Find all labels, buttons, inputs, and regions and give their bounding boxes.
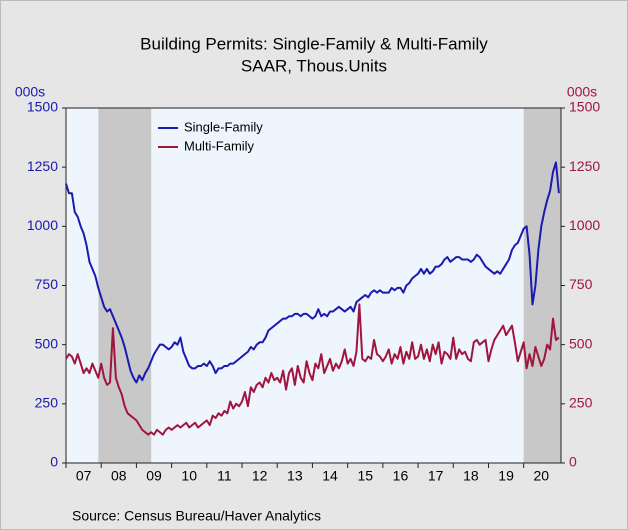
y-tick-label: 1000	[27, 217, 58, 233]
y-tick-label: 0	[50, 454, 58, 470]
x-tick-label: 19	[498, 468, 514, 484]
x-tick-label: 16	[393, 468, 409, 484]
x-tick-label: 11	[217, 468, 232, 484]
x-tick-label: 08	[111, 468, 127, 484]
recession-shade	[98, 108, 152, 463]
y2-tick-label: 1000	[569, 217, 600, 233]
y-tick-label: 1500	[27, 99, 58, 115]
y2-tick-label: 0	[569, 454, 577, 470]
source-note: Source: Census Bureau/Haver Analytics	[72, 508, 321, 524]
y2-axis-label: 000s	[567, 84, 597, 100]
y-axis-label: 000s	[15, 84, 45, 100]
x-tick-label: 18	[463, 468, 479, 484]
y2-tick-label: 1250	[569, 158, 600, 174]
chart-subtitle: SAAR, Thous.Units	[241, 56, 387, 75]
x-tick-label: 14	[322, 468, 338, 484]
y2-tick-label: 1500	[569, 99, 600, 115]
legend-label: Single-Family	[184, 119, 263, 134]
x-tick-label: 15	[357, 468, 373, 484]
x-tick-label: 17	[428, 468, 444, 484]
x-tick-label: 10	[181, 468, 197, 484]
x-tick-label: 12	[252, 468, 268, 484]
x-tick-label: 09	[146, 468, 162, 484]
y2-tick-label: 750	[569, 276, 593, 292]
recession-shade	[523, 108, 561, 463]
series-line	[65, 161, 560, 384]
y2-tick-label: 250	[569, 395, 593, 411]
legend-label: Multi-Family	[184, 138, 255, 153]
x-tick-label: 07	[76, 468, 92, 484]
y2-tick-label: 500	[569, 335, 593, 351]
y-tick-label: 1250	[27, 158, 58, 174]
series-line	[65, 303, 560, 436]
y-tick-label: 750	[35, 276, 59, 292]
x-tick-label: 20	[533, 468, 549, 484]
chart-title: Building Permits: Single-Family & Multi-…	[140, 34, 488, 53]
x-tick-label: 13	[287, 468, 303, 484]
y-tick-label: 250	[35, 395, 59, 411]
y-tick-label: 500	[35, 335, 59, 351]
